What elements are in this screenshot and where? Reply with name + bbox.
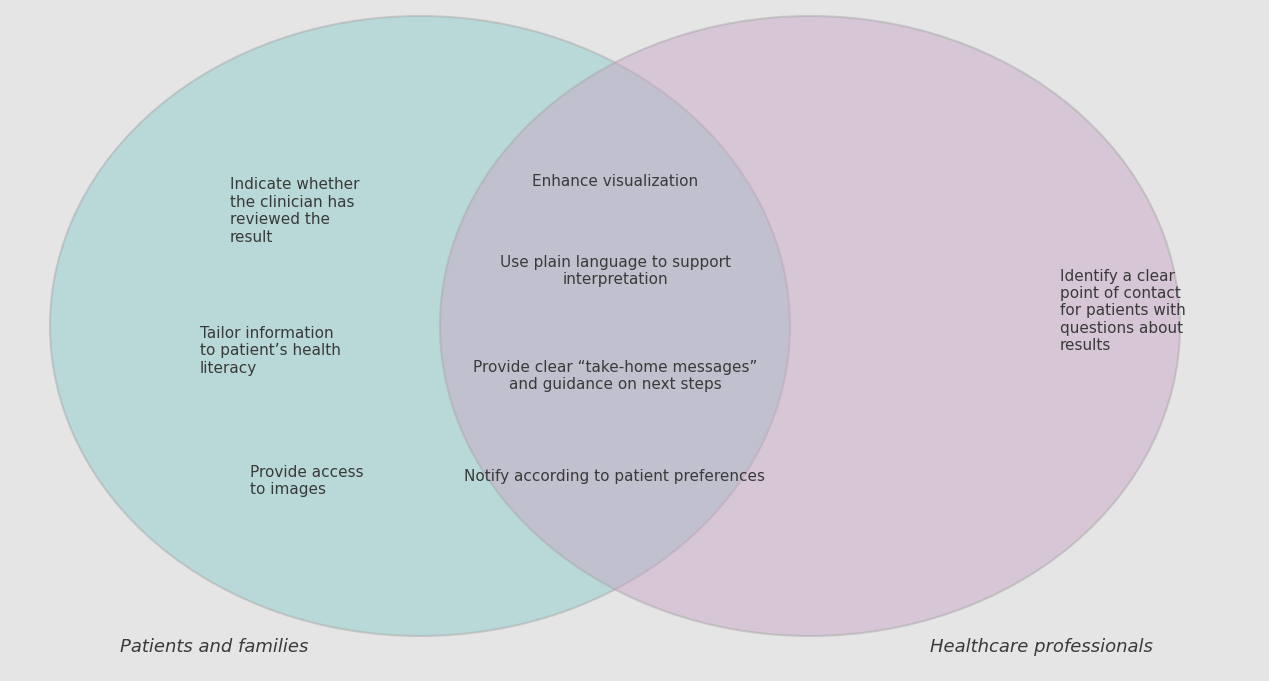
Text: Indicate whether
the clinician has
reviewed the
result: Indicate whether the clinician has revie…	[230, 177, 359, 244]
Text: Identify a clear
point of contact
for patients with
questions about
results: Identify a clear point of contact for pa…	[1060, 269, 1185, 353]
Text: Use plain language to support
interpretation: Use plain language to support interpreta…	[500, 255, 731, 287]
Text: Healthcare professionals: Healthcare professionals	[930, 638, 1152, 656]
Ellipse shape	[49, 16, 791, 636]
Text: Provide clear “take-home messages”
and guidance on next steps: Provide clear “take-home messages” and g…	[473, 360, 758, 392]
Text: Patients and families: Patients and families	[121, 638, 308, 656]
Text: Notify according to patient preferences: Notify according to patient preferences	[464, 469, 765, 484]
Text: Provide access
to images: Provide access to images	[250, 465, 364, 497]
Text: Tailor information
to patient’s health
literacy: Tailor information to patient’s health l…	[201, 326, 341, 376]
Ellipse shape	[440, 16, 1180, 636]
Text: Enhance visualization: Enhance visualization	[532, 174, 698, 189]
